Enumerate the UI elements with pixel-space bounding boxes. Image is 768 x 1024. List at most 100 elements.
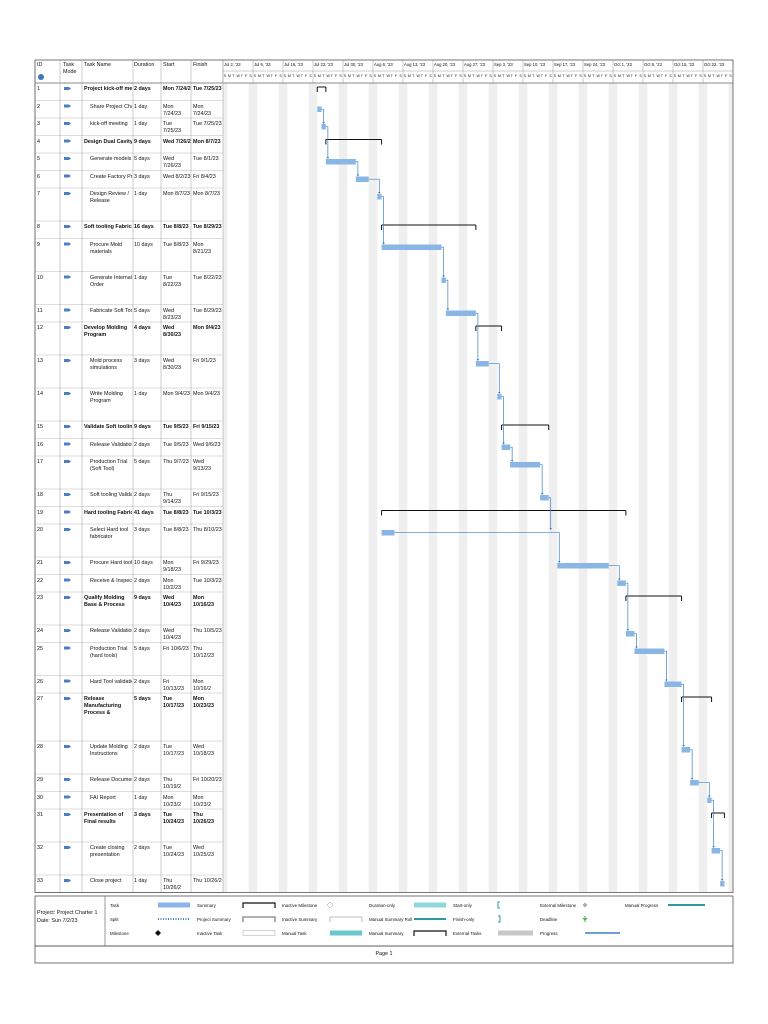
weekend-shade	[523, 83, 528, 893]
task-name: Hard tooling Fabricat	[84, 509, 132, 516]
task-start: Thu 10/26/2	[163, 878, 181, 891]
task-duration: 1 day	[134, 103, 148, 110]
task-mode-arrow	[69, 646, 71, 650]
task-bar	[617, 580, 626, 586]
day-label: T	[532, 74, 535, 78]
dependency-link	[625, 582, 629, 630]
day-label: W	[266, 74, 270, 78]
day-label: T	[262, 74, 265, 78]
task-id: 16	[37, 441, 43, 448]
task-finish: Mon 9/4/23	[193, 391, 220, 397]
legend-label: Progress	[540, 930, 558, 936]
day-label: M	[527, 74, 531, 78]
task-start: Tue 9/5/23	[163, 441, 189, 448]
dependency-arrow	[510, 460, 514, 462]
weekend-shade	[223, 83, 228, 893]
day-label: M	[617, 74, 621, 78]
dependency-link	[510, 446, 513, 461]
task-start: Tue 10/24/23	[163, 812, 184, 825]
dependency-link	[475, 312, 479, 360]
weekend-shade	[458, 83, 463, 893]
dependency-link	[394, 532, 560, 562]
task-finish: Mon 9/4/23	[193, 325, 221, 331]
day-label: M	[347, 74, 351, 78]
week-label: Aug 27, '23	[464, 62, 486, 67]
day-label: S	[429, 74, 432, 78]
task-name: FAI Report	[90, 794, 116, 801]
task-mode-arrow	[69, 104, 71, 108]
dependency-link	[321, 108, 324, 123]
day-label: F	[365, 74, 368, 78]
task-mode-arrow	[69, 697, 71, 700]
dependency-link	[634, 633, 637, 648]
day-label: T	[570, 74, 573, 78]
day-label: T	[480, 74, 483, 78]
day-label: W	[326, 74, 330, 78]
day-label: S	[639, 74, 642, 78]
task-name: Procure Hard tools	[90, 560, 132, 566]
task-id: 30	[37, 794, 43, 801]
task-duration: 9 days	[134, 595, 151, 601]
task-finish: Tue 10/3/23	[193, 577, 222, 584]
day-label: T	[352, 74, 355, 78]
task-start: Wed 8/30/23	[163, 358, 181, 371]
dependency-arrow	[446, 308, 450, 311]
day-label: S	[579, 74, 582, 78]
day-label: T	[450, 74, 453, 78]
day-label: T	[712, 74, 715, 78]
task-duration: 2 days	[134, 577, 150, 584]
task-finish: Tue 7/25/23	[193, 121, 222, 127]
day-label: T	[502, 74, 505, 78]
weekend-shade	[493, 83, 498, 893]
task-start: Wed 8/23/23	[163, 307, 181, 321]
task-finish: Tue 8/22/23	[193, 274, 222, 281]
day-label: M	[317, 74, 321, 78]
task-bar	[355, 176, 369, 182]
task-name: Update Molding Instructions	[90, 744, 128, 757]
legend-label: Inactive Task	[197, 930, 223, 936]
day-label: W	[566, 74, 570, 78]
task-finish: Thu 10/26/23	[193, 812, 214, 825]
task-mode-arrow	[69, 778, 71, 781]
task-start: Thu 10/19/2	[163, 777, 181, 790]
task-duration: 2 days	[134, 628, 150, 634]
day-label: F	[305, 74, 308, 78]
day-label: F	[665, 74, 668, 78]
task-finish: Fri 8/4/23	[193, 173, 216, 180]
weekend-shade	[698, 83, 703, 893]
day-label: S	[399, 74, 402, 78]
task-mode-arrow	[69, 493, 71, 496]
task-duration: 41 days	[134, 509, 154, 516]
day-label: S	[279, 74, 282, 78]
task-finish: Mon 10/16/23	[193, 595, 214, 608]
task-name: Release Validation	[90, 441, 132, 448]
header-mode: Task Mode	[63, 62, 77, 75]
day-label: F	[725, 74, 728, 78]
day-label: F	[575, 74, 578, 78]
task-duration: 1 day	[134, 391, 148, 397]
task-start: Tue 8/22/23	[163, 274, 181, 288]
legend-symbol	[242, 930, 276, 936]
dependency-arrow	[626, 629, 630, 631]
task-duration: 10 days	[134, 560, 153, 566]
day-label: W	[626, 74, 630, 78]
day-label: S	[583, 74, 586, 78]
day-label: T	[322, 74, 325, 78]
task-start: Fri 10/13/23	[163, 678, 184, 692]
task-mode-arrow	[69, 174, 71, 178]
day-label: S	[519, 74, 522, 78]
week-label: Jul 30, '23	[344, 62, 363, 67]
day-label: S	[613, 74, 616, 78]
task-start: Tue 9/5/23	[163, 424, 189, 430]
week-label: Aug 13, '23	[404, 62, 426, 67]
day-label: F	[485, 74, 488, 78]
task-id: 19	[37, 509, 43, 516]
weekend-shade	[608, 83, 613, 893]
task-mode-arrow	[69, 392, 71, 395]
day-label: S	[459, 74, 462, 78]
task-finish: Wed 9/13/23	[193, 459, 211, 472]
task-name: Production Trial (Soft Tool)	[90, 459, 128, 472]
day-label: S	[489, 74, 492, 78]
dependency-arrow	[720, 879, 724, 881]
day-label: T	[240, 74, 243, 78]
